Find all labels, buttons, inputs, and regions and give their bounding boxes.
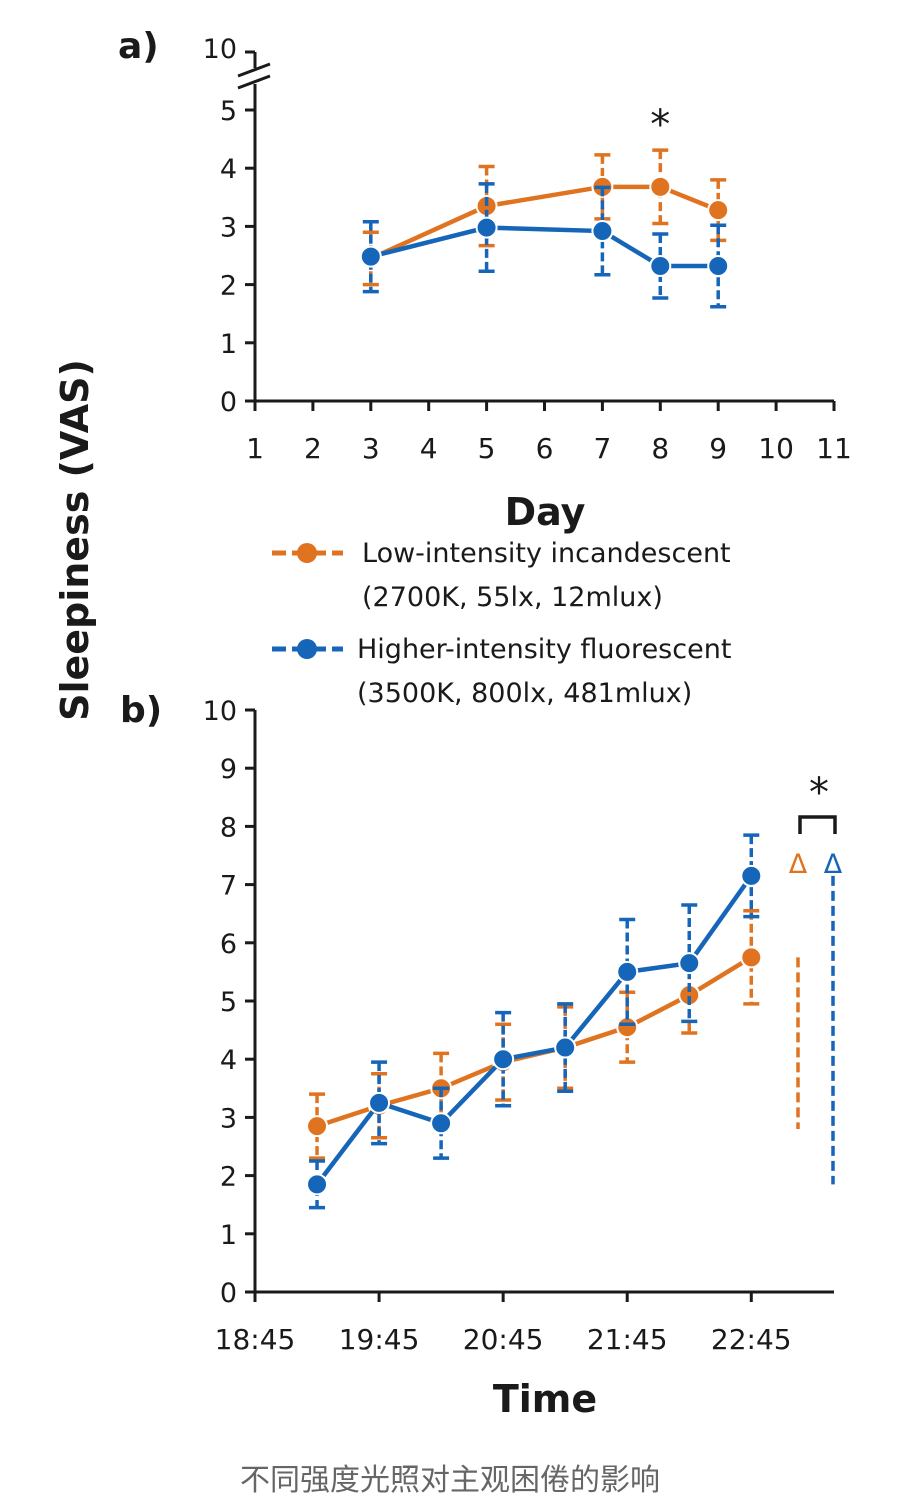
data-point (740, 946, 763, 969)
x-tick-label: 20:45 (463, 1323, 544, 1356)
x-tick-label: 11 (816, 432, 852, 465)
data-point (707, 254, 730, 277)
significance-bracket (798, 815, 837, 834)
x-tick-label: 19:45 (339, 1323, 420, 1356)
legend-marker-fluorescent (297, 639, 317, 659)
x-tick-label: 10 (758, 432, 794, 465)
data-point (430, 1112, 453, 1135)
data-point (475, 216, 498, 239)
figure-caption: 不同强度光照对主观困倦的影响 (240, 1463, 660, 1498)
data-point (306, 1173, 329, 1196)
x-tick-label: 22:45 (711, 1323, 792, 1356)
panel-label: a) (118, 26, 159, 67)
y-tick-label: 9 (220, 754, 237, 785)
significance-marker: * (650, 102, 670, 148)
x-tick-label: 6 (536, 432, 554, 465)
x-tick-label: 5 (478, 432, 496, 465)
data-point (649, 254, 672, 277)
data-point (616, 960, 639, 983)
y-tick-label: 3 (220, 212, 237, 243)
legend-item-incandescent: Low-intensity incandescent (2700K, 55lx,… (272, 538, 731, 613)
delta-label: Δ (824, 849, 843, 880)
x-tick-label: 21:45 (587, 1323, 668, 1356)
y-tick-label-break-top: 10 (203, 34, 237, 65)
y-axis-label: Sleepiness (VAS) (53, 359, 97, 721)
x-tick-label: 9 (709, 432, 727, 465)
x-tick-label: 3 (362, 432, 380, 465)
y-tick-label: 5 (220, 96, 237, 127)
axis-break-mark (237, 62, 271, 78)
x-axis-label: Time (493, 1377, 597, 1421)
x-tick-label: 4 (420, 432, 438, 465)
y-tick-label: 6 (220, 929, 237, 960)
x-tick-label: 18:45 (215, 1323, 296, 1356)
series-fluorescent (359, 182, 730, 309)
series-incandescent (306, 909, 763, 1160)
data-point (492, 1048, 515, 1071)
legend-label-fluorescent: Higher-intensity fluorescent (357, 634, 731, 665)
legend-item-fluorescent: Higher-intensity fluorescent (3500K, 800… (272, 634, 731, 709)
y-tick-label: 0 (220, 1278, 237, 1309)
data-point (306, 1115, 329, 1138)
y-tick-label: 2 (220, 1162, 237, 1193)
data-point (368, 1091, 391, 1114)
data-point (554, 1036, 577, 1059)
y-tick-label: 2 (220, 271, 237, 302)
legend-marker-incandescent (297, 543, 317, 563)
y-tick-label: 1 (220, 1220, 237, 1251)
delta-label: Δ (789, 849, 808, 880)
data-point (359, 245, 382, 268)
data-point (678, 952, 701, 975)
x-tick-label: 1 (246, 432, 264, 465)
panel-label: b) (120, 690, 162, 731)
y-tick-label: 10 (203, 696, 237, 727)
significance-marker: * (809, 770, 829, 816)
legend-label-incandescent: Low-intensity incandescent (362, 538, 731, 569)
data-point (707, 199, 730, 222)
legend-detail-incandescent: (2700K, 55lx, 12mlux) (362, 582, 663, 613)
y-tick-label: 3 (220, 1103, 237, 1134)
x-axis-label: Day (505, 490, 586, 534)
legend-detail-fluorescent: (3500K, 800lx, 481mlux) (357, 678, 692, 709)
axis-break-mark (237, 74, 271, 90)
data-point (740, 864, 763, 887)
panel-b-chart: b) 0 1 2 3 4 5 6 7 8 9 10 18:45 19:45 20:45 21:45 22:45 T… (120, 690, 843, 1421)
y-tick-label: 1 (220, 329, 237, 360)
y-tick-label: 4 (220, 1045, 237, 1076)
legend: Low-intensity incandescent (2700K, 55lx,… (272, 538, 731, 709)
data-point (591, 220, 614, 243)
y-tick-label: 5 (220, 987, 237, 1018)
y-tick-label: 7 (220, 871, 237, 902)
series-fluorescent (306, 833, 763, 1210)
x-tick-label: 7 (593, 432, 611, 465)
x-tick-label: 2 (304, 432, 322, 465)
y-tick-label: 4 (220, 154, 237, 185)
x-tick-label: 8 (651, 432, 669, 465)
y-tick-label: 8 (220, 812, 237, 843)
data-point (649, 175, 672, 198)
data-point (616, 1016, 639, 1039)
y-tick-label: 0 (220, 387, 237, 418)
